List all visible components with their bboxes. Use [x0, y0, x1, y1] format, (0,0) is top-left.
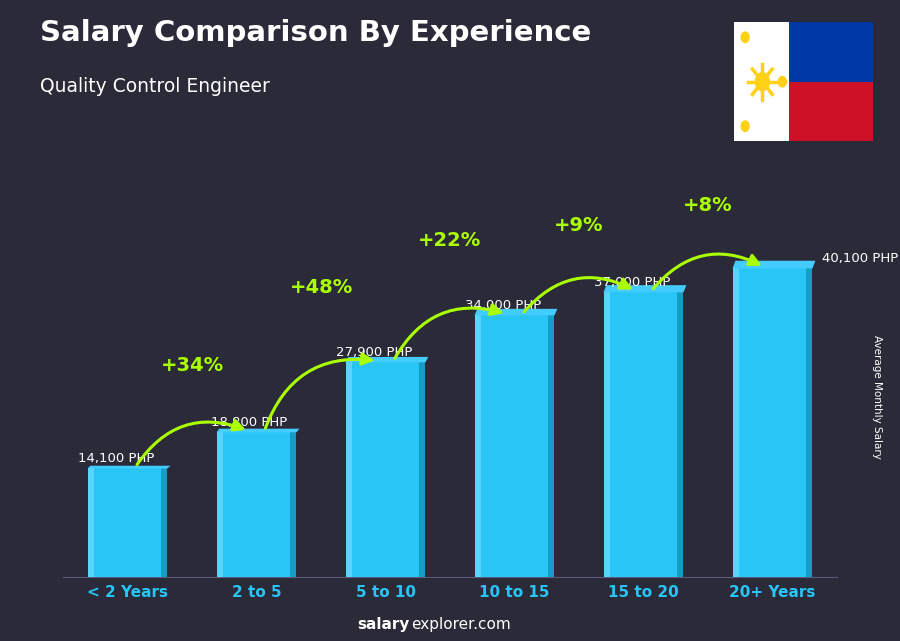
Bar	[604, 292, 610, 577]
Polygon shape	[789, 22, 873, 81]
Text: 34,000 PHP: 34,000 PHP	[465, 299, 542, 312]
Bar	[474, 315, 481, 577]
Bar	[87, 469, 167, 577]
Text: explorer.com: explorer.com	[411, 617, 511, 633]
Polygon shape	[734, 22, 789, 141]
Text: Quality Control Engineer: Quality Control Engineer	[40, 77, 270, 96]
Polygon shape	[789, 81, 873, 141]
Polygon shape	[733, 261, 815, 269]
Bar	[346, 362, 426, 577]
Text: +8%: +8%	[683, 196, 733, 215]
Circle shape	[741, 121, 750, 132]
Circle shape	[741, 31, 750, 43]
Text: 27,900 PHP: 27,900 PHP	[337, 346, 413, 359]
Text: Salary Comparison By Experience: Salary Comparison By Experience	[40, 19, 592, 47]
Text: salary: salary	[357, 617, 410, 633]
Text: 18,800 PHP: 18,800 PHP	[212, 416, 288, 429]
Bar	[217, 432, 223, 577]
Bar	[604, 292, 683, 577]
Bar	[733, 269, 739, 577]
Polygon shape	[474, 309, 557, 315]
Polygon shape	[217, 429, 300, 432]
Bar	[290, 432, 296, 577]
Bar	[548, 315, 554, 577]
Text: 14,100 PHP: 14,100 PHP	[78, 453, 155, 465]
Bar	[346, 362, 352, 577]
Bar	[161, 469, 167, 577]
Text: +9%: +9%	[554, 215, 604, 235]
Text: +22%: +22%	[418, 231, 482, 250]
Circle shape	[778, 76, 787, 88]
Polygon shape	[604, 285, 687, 292]
Text: +48%: +48%	[290, 278, 353, 297]
Bar	[87, 469, 94, 577]
Bar	[419, 362, 426, 577]
Bar	[677, 292, 683, 577]
Bar	[733, 269, 813, 577]
Bar	[806, 269, 813, 577]
Text: 40,100 PHP: 40,100 PHP	[822, 253, 898, 265]
Text: 37,000 PHP: 37,000 PHP	[595, 276, 670, 289]
Polygon shape	[87, 466, 170, 469]
Text: Average Monthly Salary: Average Monthly Salary	[872, 335, 883, 460]
Bar	[474, 315, 554, 577]
Bar	[217, 432, 296, 577]
Text: +34%: +34%	[160, 356, 223, 374]
Polygon shape	[346, 357, 428, 362]
Circle shape	[755, 72, 770, 92]
